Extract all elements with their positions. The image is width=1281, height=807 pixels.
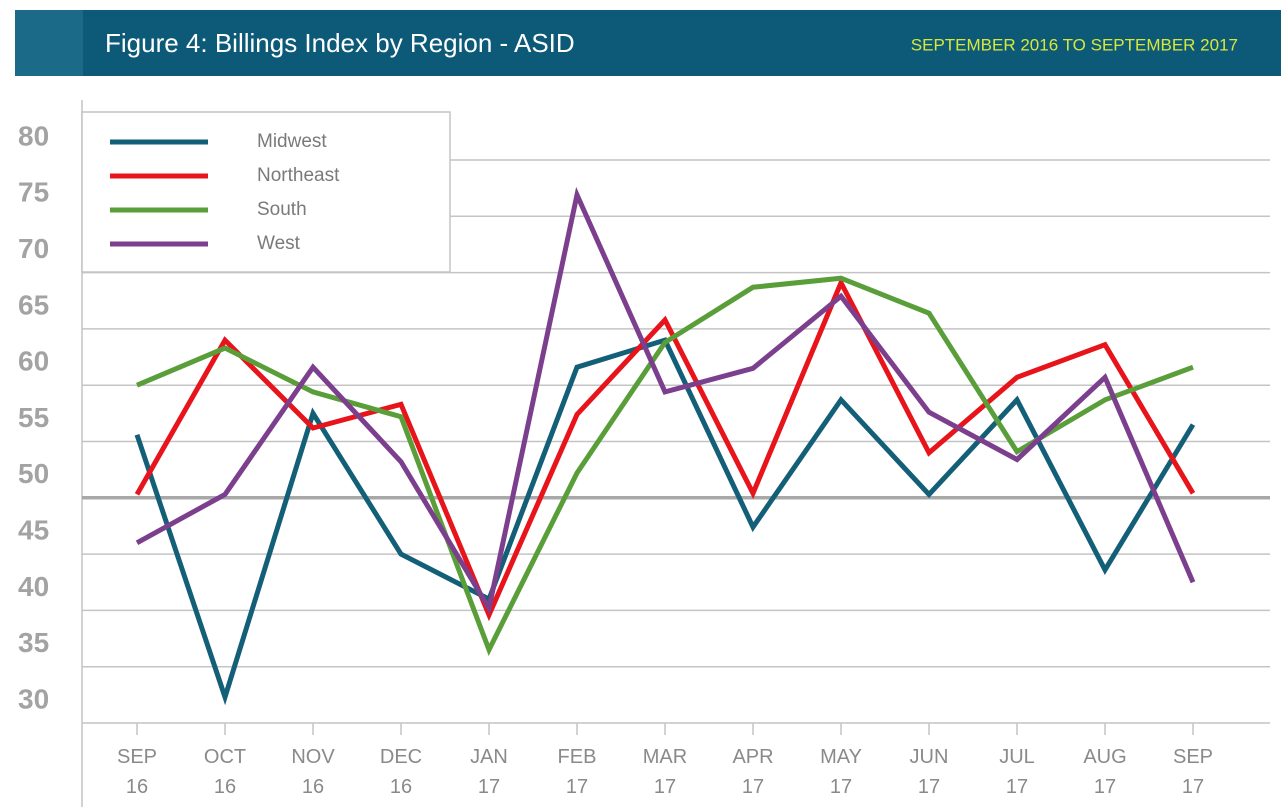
legend-label: Northeast [257, 165, 340, 186]
y-tick-label: 30 [18, 683, 49, 714]
x-tick-label: MAY 17 [820, 746, 862, 798]
x-tick-label: OCT 16 [204, 746, 246, 798]
chart-title: Figure 4: Billings Index by Region - ASI… [105, 28, 575, 58]
y-tick-label: 80 [18, 120, 49, 151]
series-line [136, 275, 1194, 657]
y-tick-label: 65 [18, 289, 49, 320]
y-tick-label: 50 [18, 458, 49, 489]
legend-label: South [257, 199, 307, 220]
chart-subtitle: SEPTEMBER 2016 TO SEPTEMBER 2017 [911, 35, 1238, 54]
x-tick-label: FEB 17 [558, 746, 597, 798]
x-tick-label: MAR 17 [643, 746, 687, 798]
x-tick-label: NOV 16 [291, 746, 335, 798]
y-tick-label: 35 [18, 627, 49, 658]
y-tick-label: 45 [18, 514, 49, 545]
x-tick-label: JUN 17 [910, 746, 949, 798]
header-accent [15, 10, 83, 76]
x-tick-label: SEP 17 [1173, 746, 1213, 798]
x-tick-label: DEC 16 [380, 746, 422, 798]
series-line [135, 186, 1196, 615]
x-tick-label: JAN 17 [470, 746, 508, 798]
x-tick-label: APR 17 [732, 746, 773, 798]
x-tick-label: SEP 16 [117, 746, 157, 798]
x-tick-label: JUL 17 [999, 746, 1035, 798]
y-tick-label: 55 [18, 402, 49, 433]
series-line [134, 276, 1196, 622]
y-tick-label: 70 [18, 233, 49, 264]
legend-label: West [257, 233, 301, 254]
y-tick-label: 40 [18, 571, 49, 602]
y-tick-label: 75 [18, 177, 49, 208]
header-bar [15, 10, 1281, 76]
legend-label: Midwest [257, 131, 327, 152]
y-tick-label: 60 [18, 346, 49, 377]
x-tick-label: AUG 17 [1083, 746, 1126, 798]
